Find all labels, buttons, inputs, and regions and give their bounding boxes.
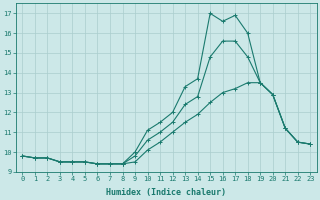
X-axis label: Humidex (Indice chaleur): Humidex (Indice chaleur) (106, 188, 226, 197)
